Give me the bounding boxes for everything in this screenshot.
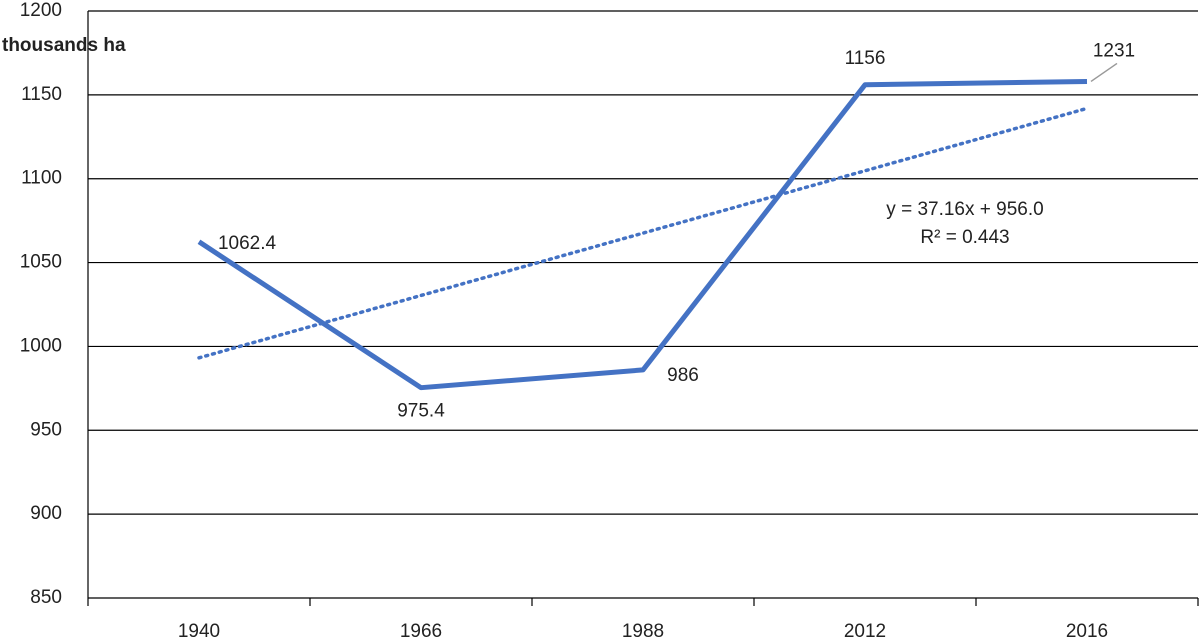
data-label: 975.4: [397, 401, 445, 422]
y-tick-label: 1200: [20, 0, 62, 21]
y-tick-label: 950: [30, 419, 62, 440]
trendline: [197, 106, 1089, 360]
x-tick-label: 1940: [178, 621, 220, 642]
y-tick-label: 900: [30, 503, 62, 524]
y-tick-label: 1150: [21, 84, 62, 105]
data-line: [197, 78, 1088, 391]
y-tick-label: 1100: [21, 168, 62, 189]
x-tick-label: 2012: [844, 621, 886, 642]
data-label: 986: [667, 365, 699, 386]
trend-equation: y = 37.16x + 956.0: [886, 199, 1043, 220]
data-label: 1062.4: [218, 233, 277, 254]
y-axis-label: thousands ha: [2, 35, 126, 56]
leader-line: [1090, 62, 1118, 83]
x-tick-label: 1988: [622, 621, 664, 642]
x-tick-label: 2016: [1066, 621, 1108, 642]
annotation: 1231: [1093, 40, 1135, 61]
trend-r2: R² = 0.443: [920, 227, 1009, 248]
x-tick-label: 1966: [400, 621, 442, 642]
y-tick-label: 850: [30, 587, 62, 608]
data-label: 1156: [845, 48, 886, 69]
y-tick-label: 1000: [20, 335, 62, 356]
y-tick-label: 1050: [20, 252, 62, 273]
